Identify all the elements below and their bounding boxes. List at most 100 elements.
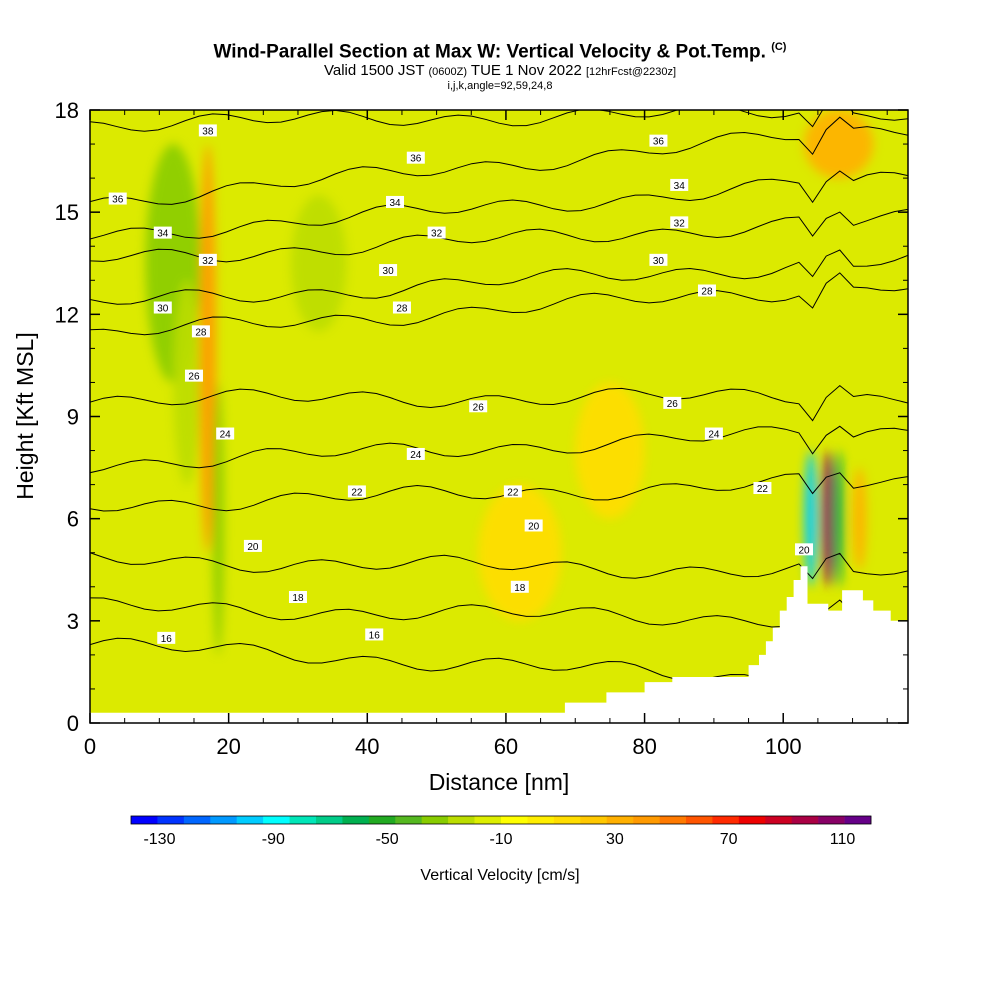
velocity-field	[145, 110, 874, 655]
velocity-feature	[291, 195, 347, 332]
contour-label: 22	[753, 482, 772, 495]
contour-label-text: 34	[389, 198, 401, 209]
x-tick-label: 0	[84, 734, 96, 759]
colorbar-swatch	[712, 816, 740, 824]
colorbar-swatch	[686, 816, 713, 824]
theta-contour-22	[90, 472, 908, 512]
contour-label-text: 24	[708, 430, 720, 441]
colorbar-swatch	[844, 816, 872, 824]
plot-area: 38 36 36 36 34 34 34 32 32 32 30 30 30 28 28 28 26 26 26 24…	[90, 110, 908, 723]
terrain-mask	[90, 566, 908, 723]
theta-contour-20	[90, 552, 908, 580]
contour-label: 34	[153, 226, 172, 240]
velocity-feature	[852, 467, 867, 570]
title-block: Wind-Parallel Section at Max W: Vertical…	[0, 36, 1000, 92]
colorbar-swatch	[738, 816, 766, 824]
contour-label-bg	[406, 447, 425, 460]
contour-label-text: 26	[473, 402, 485, 413]
contour-label: 18	[288, 590, 307, 604]
contour-label-bg	[379, 264, 398, 277]
colorbar-swatch	[183, 816, 211, 824]
colorbar-swatch	[210, 816, 238, 824]
contour-label: 26	[663, 396, 682, 410]
contour-label-bg	[243, 539, 262, 552]
x-tick-label: 100	[765, 734, 802, 759]
x-axis-title: Distance [nm]	[429, 769, 570, 795]
contour-label: 36	[108, 192, 127, 206]
contour-label-bg	[503, 485, 522, 498]
contour-label: 36	[649, 134, 668, 148]
contour-label-bg	[510, 580, 529, 593]
contour-label-text: 34	[157, 229, 169, 240]
contour-label-text: 20	[247, 542, 259, 553]
colorbar-swatch	[765, 816, 793, 824]
y-axis-title: Height [Kft MSL]	[12, 332, 38, 499]
colorbar-label: 110	[830, 831, 856, 848]
x-tick-label: 80	[632, 734, 656, 759]
theta-contour-38	[90, 110, 908, 132]
theta-contour-30	[90, 249, 908, 305]
contour-label: 24	[704, 427, 723, 441]
x-axis: 0 20 40 60 80 100	[84, 110, 888, 759]
colorbar-swatch	[606, 816, 634, 824]
contour-label: 32	[427, 226, 446, 240]
colorbar-swatch	[448, 816, 475, 824]
y-tick-label: 9	[67, 405, 79, 430]
chart-title-text: Wind-Parallel Section at Max W: Vertical…	[213, 41, 766, 63]
contour-label-bg	[663, 396, 682, 409]
colorbar-swatch	[659, 816, 687, 824]
contour-label-bg	[386, 195, 405, 208]
contour-label: 26	[469, 400, 488, 413]
contour-label: 28	[697, 284, 716, 297]
contour-label-bg	[469, 400, 488, 413]
x-tick-label: 20	[216, 734, 240, 759]
contour-label-text: 24	[410, 450, 422, 461]
contour-label-text: 26	[188, 372, 200, 383]
contour-label: 28	[191, 325, 210, 338]
colorbar	[130, 815, 872, 825]
colorbar-label: 70	[720, 831, 738, 848]
contour-label-text: 20	[798, 545, 810, 556]
contour-label: 24	[216, 427, 235, 441]
theta-contour-32	[90, 208, 908, 263]
velocity-feature	[821, 450, 836, 587]
contour-label-text: 28	[195, 327, 207, 338]
contour-label: 20	[524, 519, 543, 532]
contour-label-text: 38	[202, 126, 214, 137]
valid-date: TUE 1 Nov 2022	[470, 62, 582, 80]
contour-label-bg	[649, 253, 668, 266]
contour-label-text: 16	[161, 634, 173, 645]
contour-label-text: 36	[112, 195, 124, 206]
contour-label-text: 36	[653, 137, 665, 148]
contour-label-text: 28	[701, 286, 713, 297]
velocity-feature	[575, 382, 645, 519]
contour-label: 32	[670, 216, 689, 229]
contour-label-text: 16	[369, 630, 381, 641]
colorbar-swatch	[316, 816, 343, 824]
contour-label-bg	[406, 151, 425, 164]
colorbar-swatch	[368, 816, 396, 824]
forecast-info: [12hrFcst@2230z]	[585, 66, 677, 79]
contour-label-text: 36	[410, 154, 422, 165]
x-tick-label: 40	[355, 734, 379, 759]
contour-label-text: 30	[653, 256, 665, 267]
colorbar-label: -90	[262, 831, 285, 848]
colorbar-frame	[130, 815, 872, 825]
contour-label-bg	[191, 325, 210, 338]
valid-time: Valid 1500 JST	[323, 62, 425, 80]
contour-label: 30	[379, 264, 398, 277]
contour-label-text: 26	[667, 399, 679, 410]
contour-label-bg	[153, 301, 172, 314]
y-tick-label: 15	[55, 200, 79, 225]
contour-label-text: 18	[292, 593, 304, 604]
contour-label: 24	[406, 447, 425, 461]
contour-label: 26	[184, 369, 203, 383]
contour-label-text: 22	[757, 484, 769, 495]
contour-label-bg	[198, 253, 217, 266]
colorbar-swatch	[791, 816, 819, 824]
contour-label-text: 30	[383, 266, 395, 277]
velocity-feature	[212, 382, 224, 655]
colorbar-swatch	[527, 816, 555, 824]
chart-subtitle: Valid 1500 JST (0600Z) TUE 1 Nov 2022 [1…	[0, 63, 1000, 80]
